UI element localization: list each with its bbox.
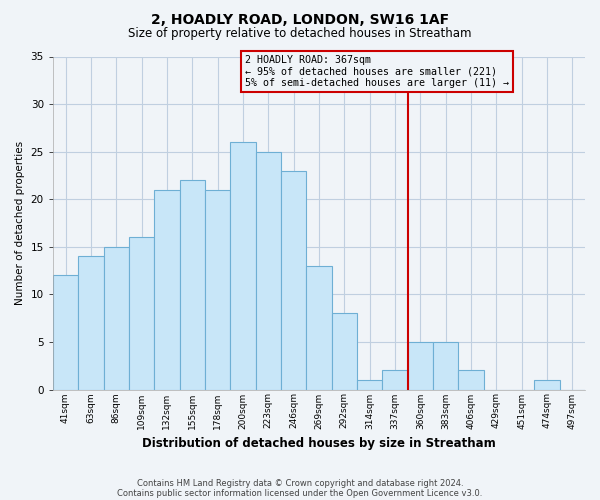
Bar — [104, 247, 129, 390]
Bar — [281, 170, 306, 390]
Bar — [332, 314, 357, 390]
Bar — [357, 380, 382, 390]
Text: 2, HOADLY ROAD, LONDON, SW16 1AF: 2, HOADLY ROAD, LONDON, SW16 1AF — [151, 12, 449, 26]
Text: Size of property relative to detached houses in Streatham: Size of property relative to detached ho… — [128, 28, 472, 40]
Bar — [205, 190, 230, 390]
Bar — [407, 342, 433, 390]
Bar — [458, 370, 484, 390]
Bar — [433, 342, 458, 390]
Bar — [306, 266, 332, 390]
Text: 2 HOADLY ROAD: 367sqm
← 95% of detached houses are smaller (221)
5% of semi-deta: 2 HOADLY ROAD: 367sqm ← 95% of detached … — [245, 54, 509, 88]
Bar — [535, 380, 560, 390]
Text: Contains HM Land Registry data © Crown copyright and database right 2024.: Contains HM Land Registry data © Crown c… — [137, 478, 463, 488]
Bar — [154, 190, 179, 390]
Bar — [382, 370, 407, 390]
Bar — [179, 180, 205, 390]
Text: Contains public sector information licensed under the Open Government Licence v3: Contains public sector information licen… — [118, 488, 482, 498]
Bar — [78, 256, 104, 390]
Bar — [230, 142, 256, 390]
Y-axis label: Number of detached properties: Number of detached properties — [15, 141, 25, 305]
X-axis label: Distribution of detached houses by size in Streatham: Distribution of detached houses by size … — [142, 437, 496, 450]
Bar — [129, 238, 154, 390]
Bar — [256, 152, 281, 390]
Bar — [53, 276, 78, 390]
